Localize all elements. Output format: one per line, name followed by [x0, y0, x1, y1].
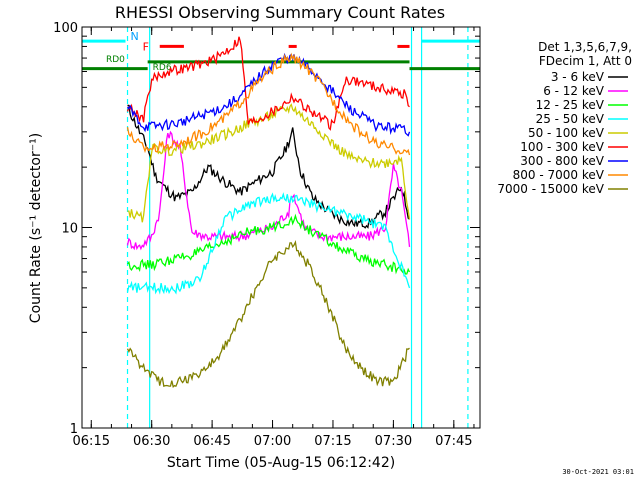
series-line	[126, 240, 410, 389]
x-tick-label: 07:15	[314, 434, 351, 449]
legend-entry-label: 50 - 100 keV	[528, 126, 605, 140]
legend-entry-label: 300 - 800 keV	[520, 154, 604, 168]
series-line	[127, 103, 411, 223]
y-tick-label: 100	[53, 21, 78, 36]
y-tick-label: 1	[70, 422, 78, 437]
legend-entry-label: 12 - 25 keV	[536, 98, 605, 112]
series-line	[127, 213, 411, 275]
y-axis-label: Count Rate (s⁻¹ detector⁻¹)	[28, 133, 44, 323]
legend-entry-label: 100 - 300 keV	[520, 140, 604, 154]
chart-title: RHESSI Observing Summary Count Rates	[115, 3, 445, 22]
x-tick-label: 06:30	[133, 434, 170, 449]
series-line	[126, 52, 411, 137]
series-line	[126, 36, 410, 131]
legend-header-line: Det 1,3,5,6,7,9,	[538, 40, 632, 54]
axis-ticks: 06:15 06:30 06:45 07:00 07:15 07:30 07:45 1 10 10…	[53, 21, 480, 449]
plot-area: NF RD0 RD6	[82, 27, 480, 428]
legend-header: Det 1,3,5,6,7,9, FDecim 1, Att 0	[482, 40, 632, 68]
series-line	[126, 192, 411, 295]
series-line	[127, 104, 410, 229]
x-tick-label: 06:15	[73, 434, 110, 449]
x-tick-label: 07:00	[254, 434, 291, 449]
annotation-label: RD0	[106, 55, 125, 65]
annotation-label: F	[143, 40, 149, 53]
legend-header-line: FDecim 1, Att 0	[538, 54, 632, 68]
legend-entry-label: 25 - 50 keV	[536, 112, 605, 126]
legend-entry-label: 800 - 7000 keV	[513, 168, 605, 182]
x-tick-label: 07:30	[375, 434, 412, 449]
x-tick-label: 06:45	[193, 434, 230, 449]
legend-entry-label: 7000 - 15000 keV	[497, 182, 604, 196]
legend-entry-label: 3 - 6 keV	[551, 70, 605, 84]
series-line	[126, 52, 411, 156]
render-timestamp: 30-Oct-2021 03:01	[562, 468, 634, 476]
y-tick-label: 10	[61, 222, 78, 237]
annotation-label: N	[131, 30, 139, 43]
x-tick-label: 07:45	[435, 434, 472, 449]
annotation-label: RD6	[153, 63, 172, 73]
legend-entry-label: 6 - 12 keV	[543, 84, 605, 98]
x-axis-label: Start Time (05-Aug-15 06:12:42)	[167, 455, 395, 471]
